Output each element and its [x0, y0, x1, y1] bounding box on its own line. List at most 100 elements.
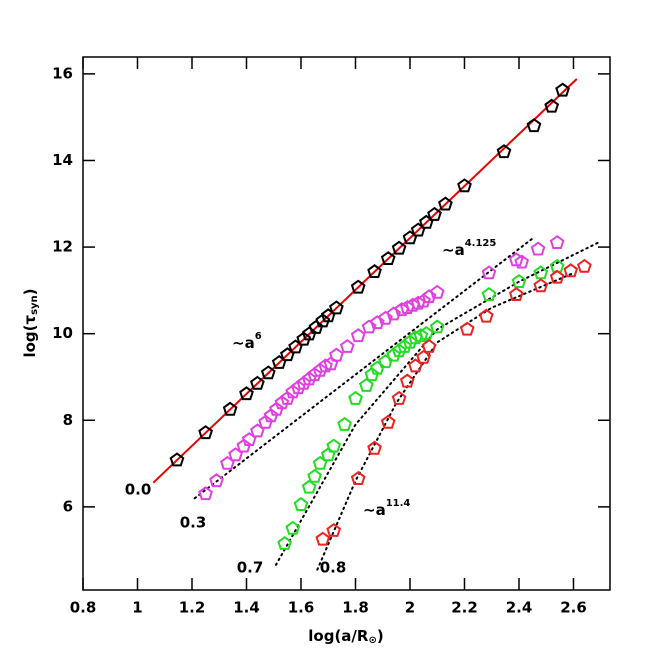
data-point: [260, 365, 276, 380]
data-point: [391, 240, 407, 255]
data-point: [429, 284, 445, 299]
data-point: [438, 196, 453, 211]
data-point: [416, 293, 431, 308]
x-tick-label: 2.2: [451, 599, 478, 617]
annotation-base: ∼a: [232, 334, 255, 352]
series-label: 0.8: [320, 559, 347, 577]
data-point: [364, 367, 380, 382]
annotation: ∼a11.4: [363, 498, 410, 519]
data-point: [359, 377, 374, 392]
series-label: 0.7: [237, 559, 264, 577]
data-point: [416, 349, 431, 364]
data-point: [301, 326, 317, 341]
annotation-base: ∼a: [363, 501, 386, 519]
data-point: [209, 473, 224, 488]
data-point: [402, 334, 418, 349]
data-point: [285, 520, 301, 535]
data-point: [563, 263, 579, 278]
annotation-exponent: 4.125: [465, 238, 497, 249]
x-axis-label: log(a/R⊙): [308, 627, 383, 647]
data-point: [421, 289, 437, 304]
x-tick-label: 2.4: [506, 599, 533, 617]
x-tick-label: 0.8: [70, 599, 97, 617]
data-point: [263, 408, 279, 423]
data-point: [277, 535, 292, 550]
y-tick-label: 12: [52, 238, 73, 256]
data-point: [350, 470, 366, 485]
data-point: [427, 206, 442, 221]
data-point: [301, 479, 317, 494]
data-point: [544, 98, 560, 113]
data-point: [549, 269, 565, 284]
data-point: [367, 264, 382, 278]
data-point: [378, 354, 393, 369]
data-point: [386, 306, 401, 321]
x-tick-label: 1.4: [233, 599, 260, 617]
data-point: [236, 438, 252, 453]
data-point: [549, 234, 565, 249]
data-point: [337, 416, 352, 431]
annotation: ∼a4.125: [442, 238, 496, 259]
data-point: [496, 144, 512, 159]
y-label-end: ): [21, 288, 39, 295]
data-point: [421, 338, 437, 353]
data-point: [508, 286, 524, 301]
y-tick-label: 10: [52, 324, 73, 342]
data-point: [419, 325, 434, 340]
y-tick-label: 8: [63, 411, 73, 429]
data-point: [315, 531, 331, 546]
data-point: [307, 468, 322, 483]
x-tick-label: 1: [132, 599, 142, 617]
y-tick-label: 14: [52, 151, 73, 169]
data-point: [258, 414, 273, 429]
data-point: [296, 375, 312, 390]
annotation-exponent: 6: [255, 331, 262, 342]
data-point: [380, 251, 396, 265]
data-point: [457, 178, 472, 193]
data-point: [530, 241, 546, 256]
data-point: [293, 496, 309, 511]
y-label-text: log(τ: [21, 314, 39, 357]
data-point: [410, 295, 426, 310]
annotation: ∼a6: [232, 331, 262, 352]
data-point: [290, 380, 306, 395]
series-label: 0.3: [180, 514, 207, 532]
x-tick-label: 2.6: [560, 599, 587, 617]
y-tick-label: 16: [52, 64, 73, 82]
data-point: [198, 425, 213, 440]
data-point: [511, 273, 527, 288]
data-point: [285, 384, 301, 399]
data-point: [391, 343, 407, 358]
data-point: [269, 401, 284, 416]
data-point: [326, 522, 342, 537]
data-point: [348, 390, 363, 405]
fit-line: [316, 272, 575, 571]
data-point: [339, 338, 355, 353]
data-point: [386, 347, 401, 362]
x-tick-label: 1.2: [179, 599, 206, 617]
data-point: [307, 367, 322, 382]
data-point: [301, 371, 317, 386]
data-point: [361, 319, 377, 334]
x-label-end: ): [377, 627, 384, 645]
data-point: [296, 331, 312, 346]
series-label: 0.0: [125, 481, 152, 499]
data-point: [367, 440, 382, 455]
data-point: [533, 278, 549, 293]
data-point: [577, 258, 592, 273]
data-point: [399, 373, 415, 388]
data-point: [329, 347, 344, 362]
data-point: [459, 321, 475, 336]
data-point: [169, 452, 185, 467]
data-point: [280, 390, 295, 405]
data-point: [315, 313, 331, 328]
plot-frame: [82, 56, 611, 591]
data-point: [329, 300, 344, 315]
data-point: [350, 279, 366, 294]
data-point: [397, 338, 412, 353]
data-point: [222, 401, 238, 416]
data-point: [326, 438, 342, 453]
data-point: [481, 265, 497, 280]
data-point: [274, 395, 290, 410]
data-point: [369, 360, 385, 375]
